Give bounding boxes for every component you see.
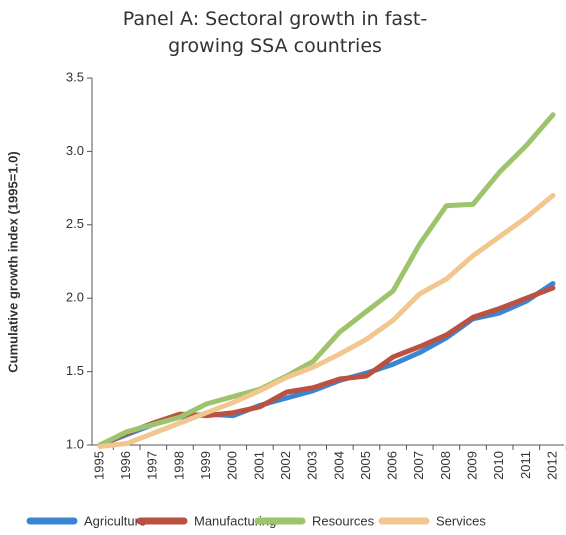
y-tick-label: 3.0 [66,143,84,158]
x-tick-label: 1999 [198,451,213,480]
x-tick-label: 2002 [278,451,293,480]
y-tick-label: 2.0 [66,290,84,305]
y-tick-label: 2.5 [66,216,84,231]
legend-label: Services [436,513,486,528]
y-tick-label: 3.5 [66,69,84,84]
x-tick-label: 2000 [225,451,240,480]
x-tick-label: 2006 [385,451,400,480]
legend-label: Resources [312,513,375,528]
x-tick-label: 2009 [464,451,479,480]
y-axis-label: Cumulative growth index (1995=1.0) [5,151,20,372]
series-line [97,192,556,449]
x-tick-label: 2011 [518,451,533,479]
x-tick-label: 2012 [544,451,559,480]
x-tick-label: 1998 [171,451,186,480]
y-tick-label: 1.5 [66,363,84,378]
x-tick-label: 2010 [491,451,506,480]
x-tick-label: 1997 [145,451,160,480]
legend-label: Manufacturing [194,513,276,528]
series-line [97,112,556,448]
x-tick-label: 1996 [118,451,133,480]
x-tick-label: 2005 [358,451,373,480]
x-tick-label: 2004 [331,451,346,480]
x-tick-label: 1995 [91,451,106,480]
x-tick-label: 2001 [251,451,266,480]
x-tick-label: 2003 [305,451,320,480]
chart-title: Panel A: Sectoral growth in fast-growing… [122,8,428,57]
legend-label: Agriculture [84,513,146,528]
series-line [97,285,556,448]
x-tick-label: 2008 [438,451,453,480]
x-tick-label: 2007 [411,451,426,480]
y-tick-label: 1.0 [66,436,84,451]
